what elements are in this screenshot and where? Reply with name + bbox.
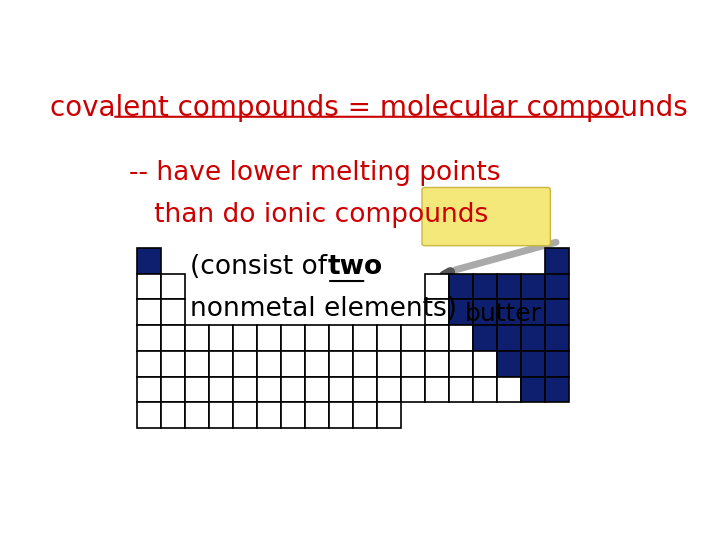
Bar (426, 351, 449, 377)
Bar (138, 325, 161, 351)
Bar (498, 325, 521, 351)
Bar (449, 299, 473, 325)
Bar (377, 402, 401, 428)
Bar (354, 402, 377, 428)
Bar (545, 274, 570, 299)
Bar (545, 248, 570, 274)
Bar (282, 325, 305, 351)
FancyBboxPatch shape (422, 187, 550, 246)
Bar (545, 325, 570, 351)
Bar (329, 377, 354, 402)
Bar (186, 351, 210, 377)
Bar (138, 377, 161, 402)
Bar (186, 377, 210, 402)
Bar (545, 377, 570, 402)
Bar (426, 325, 449, 351)
Bar (449, 377, 473, 402)
Bar (210, 377, 233, 402)
Bar (426, 377, 449, 402)
Bar (473, 299, 498, 325)
Bar (233, 351, 258, 377)
Bar (377, 351, 401, 377)
Bar (521, 299, 545, 325)
Bar (401, 377, 426, 402)
Text: than do ionic compounds: than do ionic compounds (129, 202, 488, 228)
Bar (282, 377, 305, 402)
Bar (282, 402, 305, 428)
Bar (498, 377, 521, 402)
Bar (161, 274, 186, 299)
Bar (138, 402, 161, 428)
Bar (498, 274, 521, 299)
Bar (161, 377, 186, 402)
Bar (161, 299, 186, 325)
Bar (473, 377, 498, 402)
Bar (473, 325, 498, 351)
Text: -- have lower melting points: -- have lower melting points (129, 160, 500, 186)
Bar (521, 377, 545, 402)
Bar (258, 377, 282, 402)
Bar (449, 351, 473, 377)
Text: butter: butter (464, 302, 541, 326)
Bar (354, 325, 377, 351)
Bar (161, 402, 186, 428)
Bar (186, 402, 210, 428)
Bar (305, 351, 329, 377)
Bar (521, 274, 545, 299)
Text: covalent compounds = molecular compounds: covalent compounds = molecular compounds (50, 94, 688, 122)
Bar (449, 274, 473, 299)
Bar (498, 351, 521, 377)
Bar (545, 351, 570, 377)
Bar (258, 325, 282, 351)
Bar (161, 325, 186, 351)
Bar (377, 377, 401, 402)
Text: (consist of: (consist of (190, 254, 336, 280)
Bar (329, 351, 354, 377)
Bar (233, 377, 258, 402)
Bar (233, 325, 258, 351)
Bar (210, 325, 233, 351)
Text: two: two (327, 254, 382, 280)
Bar (498, 299, 521, 325)
Bar (329, 325, 354, 351)
Bar (473, 274, 498, 299)
Bar (401, 351, 426, 377)
Bar (521, 325, 545, 351)
Bar (282, 351, 305, 377)
Bar (521, 351, 545, 377)
Bar (401, 325, 426, 351)
Bar (210, 402, 233, 428)
Bar (354, 351, 377, 377)
Bar (305, 325, 329, 351)
Bar (258, 351, 282, 377)
Bar (161, 351, 186, 377)
Bar (210, 351, 233, 377)
Bar (138, 274, 161, 299)
Bar (258, 402, 282, 428)
Bar (138, 248, 161, 274)
Bar (473, 351, 498, 377)
Bar (426, 299, 449, 325)
Bar (426, 274, 449, 299)
Bar (329, 402, 354, 428)
Bar (305, 402, 329, 428)
Bar (305, 377, 329, 402)
Bar (138, 351, 161, 377)
Bar (545, 299, 570, 325)
Bar (186, 325, 210, 351)
Bar (354, 377, 377, 402)
Text: nonmetal elements): nonmetal elements) (190, 295, 457, 321)
Bar (138, 299, 161, 325)
Bar (449, 325, 473, 351)
Bar (377, 325, 401, 351)
Bar (233, 402, 258, 428)
